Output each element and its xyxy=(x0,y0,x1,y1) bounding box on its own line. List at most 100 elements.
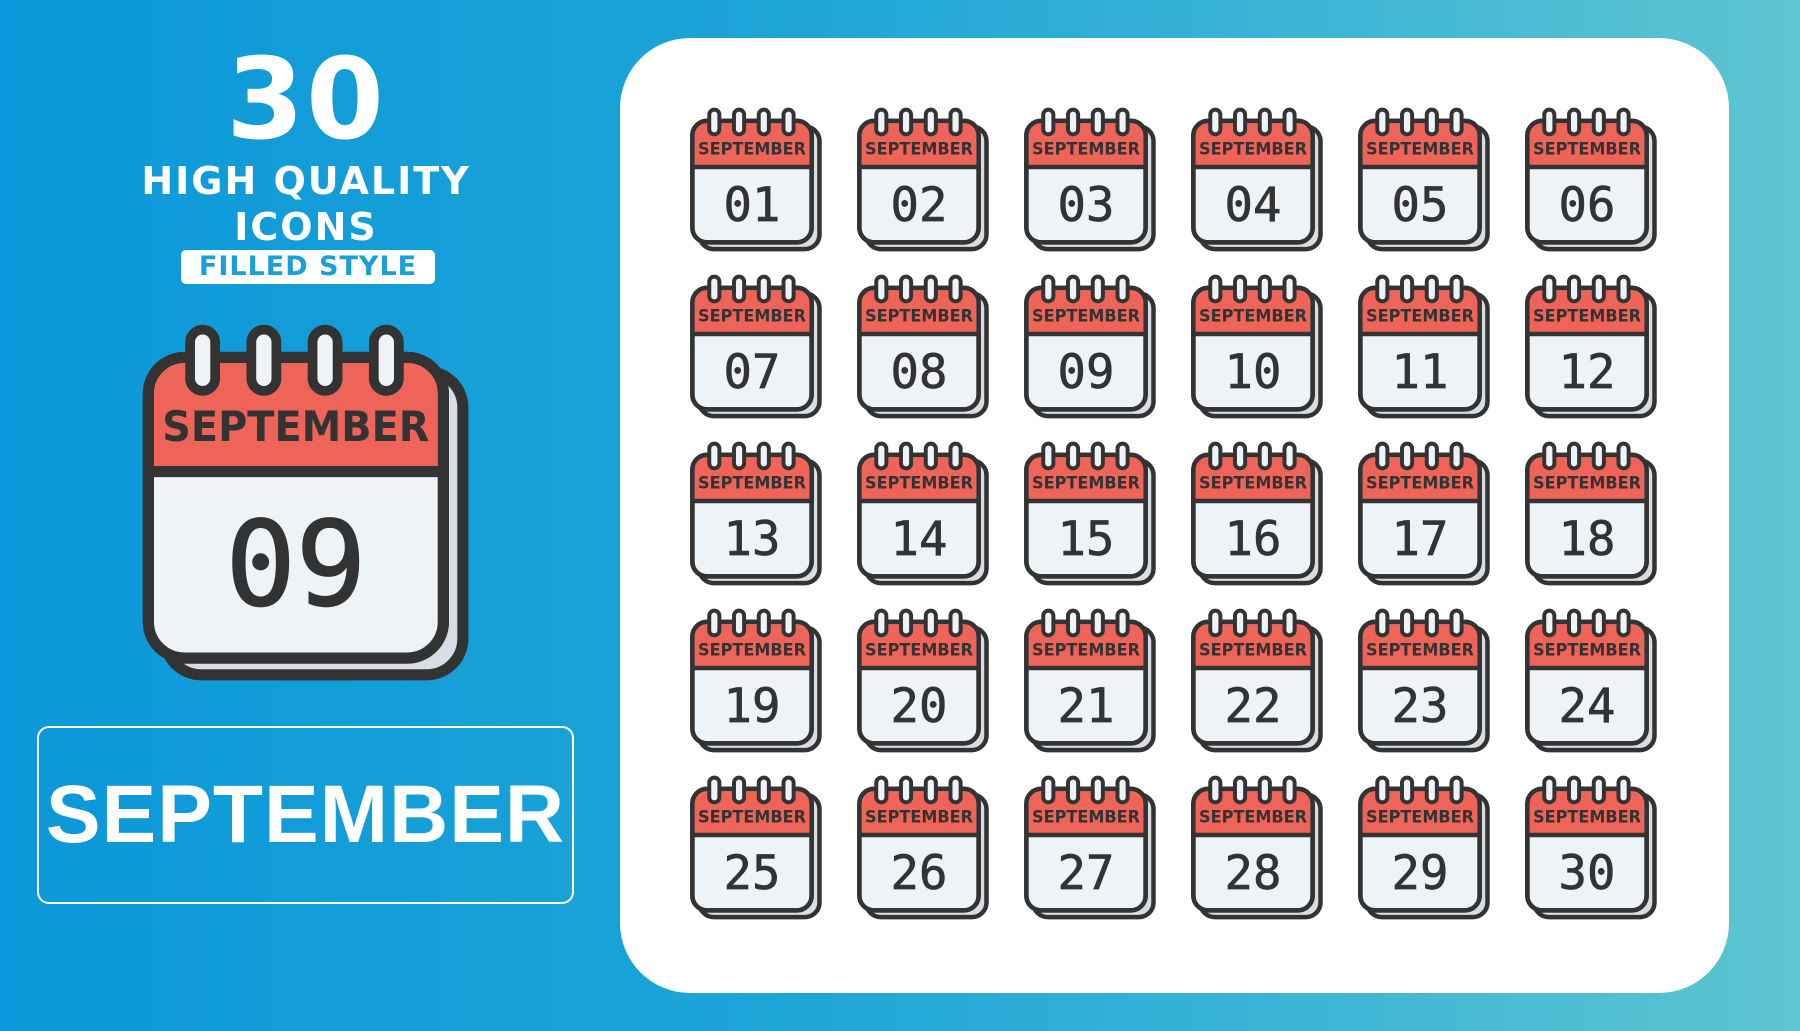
calendar-month: SEPTEMBER xyxy=(1032,306,1140,326)
header-band xyxy=(861,457,977,500)
binder-ring xyxy=(899,775,914,805)
calendar-icon-19[interactable]: SEPTEMBER 19 xyxy=(689,607,824,756)
calendar-icon-27[interactable]: SEPTEMBER 27 xyxy=(1023,774,1158,923)
binder-ring xyxy=(1449,441,1464,471)
calendar-month: SEPTEMBER xyxy=(1533,139,1641,159)
calendar-icon-06[interactable]: SEPTEMBER 06 xyxy=(1524,106,1659,255)
calendar-icon-15[interactable]: SEPTEMBER 15 xyxy=(1023,440,1158,589)
binder-ring xyxy=(707,775,722,805)
calendar-icon-13[interactable]: SEPTEMBER 13 xyxy=(689,440,824,589)
binder-ring xyxy=(1449,775,1464,805)
binder-ring xyxy=(1090,274,1105,304)
binder-ring xyxy=(1449,274,1464,304)
calendar-month: SEPTEMBER xyxy=(1366,640,1474,660)
calendar-month: SEPTEMBER xyxy=(1199,807,1307,827)
calendar-icon-17[interactable]: SEPTEMBER 17 xyxy=(1357,440,1492,589)
calendar-icon-20[interactable]: SEPTEMBER 20 xyxy=(856,607,991,756)
binder-ring xyxy=(1424,107,1439,137)
binder-ring xyxy=(1233,274,1248,304)
header-band xyxy=(1362,123,1478,166)
binder-ring xyxy=(1542,274,1557,304)
binder-ring xyxy=(1424,608,1439,638)
calendar-icon: SEPTEMBER 29 xyxy=(1358,775,1490,920)
binder-ring xyxy=(1567,441,1582,471)
binder-ring xyxy=(1257,608,1272,638)
binder-ring xyxy=(1257,274,1272,304)
calendar-icon-22[interactable]: SEPTEMBER 22 xyxy=(1190,607,1325,756)
calendar-icon-07[interactable]: SEPTEMBER 07 xyxy=(689,273,824,422)
calendar-day: 21 xyxy=(1058,679,1115,734)
binder-ring xyxy=(1616,274,1631,304)
calendar-day: 14 xyxy=(891,512,948,567)
calendar-icon-01[interactable]: SEPTEMBER 01 xyxy=(689,106,824,255)
binder-ring xyxy=(1115,274,1130,304)
calendar-icon-09[interactable]: SEPTEMBER 09 xyxy=(1023,273,1158,422)
calendar-icon-10[interactable]: SEPTEMBER 10 xyxy=(1190,273,1325,422)
calendar-icon-21[interactable]: SEPTEMBER 21 xyxy=(1023,607,1158,756)
calendar-icon-24[interactable]: SEPTEMBER 24 xyxy=(1524,607,1659,756)
calendar-day: 22 xyxy=(1225,679,1282,734)
calendar-icon: SEPTEMBER 15 xyxy=(1024,441,1156,586)
binder-ring xyxy=(1616,608,1631,638)
calendar-month: SEPTEMBER xyxy=(1533,473,1641,493)
binder-ring xyxy=(707,107,722,137)
header-band xyxy=(1195,624,1311,667)
calendar-icon: SEPTEMBER 14 xyxy=(857,441,989,586)
calendar-day: 06 xyxy=(1559,178,1616,233)
binder-ring xyxy=(1066,107,1081,137)
calendar-icon-29[interactable]: SEPTEMBER 29 xyxy=(1357,774,1492,923)
binder-ring xyxy=(874,107,889,137)
calendar-icon-03[interactable]: SEPTEMBER 03 xyxy=(1023,106,1158,255)
calendar-icon: SEPTEMBER 17 xyxy=(1358,441,1490,586)
binder-ring xyxy=(1233,775,1248,805)
calendar-icon: SEPTEMBER 30 xyxy=(1525,775,1657,920)
binder-ring xyxy=(874,775,889,805)
binder-ring xyxy=(1400,274,1415,304)
calendar-icon-25[interactable]: SEPTEMBER 25 xyxy=(689,774,824,923)
icon-count: 30 xyxy=(226,35,386,165)
binder-ring xyxy=(923,107,938,137)
calendar-icon: SEPTEMBER 20 xyxy=(857,608,989,753)
binder-ring xyxy=(1400,107,1415,137)
calendar-day: 24 xyxy=(1559,679,1616,734)
binder-ring xyxy=(1591,775,1606,805)
binder-ring xyxy=(1208,274,1223,304)
calendar-icon-12[interactable]: SEPTEMBER 12 xyxy=(1524,273,1659,422)
header-band xyxy=(1362,624,1478,667)
subtitle: HIGH QUALITY ICONS xyxy=(56,158,556,250)
calendar-day: 16 xyxy=(1225,512,1282,567)
calendar-icon-30[interactable]: SEPTEMBER 30 xyxy=(1524,774,1659,923)
header-band xyxy=(1028,624,1144,667)
binder-ring xyxy=(923,441,938,471)
header-band xyxy=(1529,624,1645,667)
binder-ring xyxy=(732,441,747,471)
calendar-icon: SEPTEMBER 03 xyxy=(1024,107,1156,252)
binder-ring xyxy=(732,274,747,304)
calendar-day: 27 xyxy=(1058,846,1115,901)
binder-ring xyxy=(185,324,221,396)
calendar-icon-26[interactable]: SEPTEMBER 26 xyxy=(856,774,991,923)
calendar-icon-28[interactable]: SEPTEMBER 28 xyxy=(1190,774,1325,923)
calendar-icon-16[interactable]: SEPTEMBER 16 xyxy=(1190,440,1325,589)
calendar-icon-02[interactable]: SEPTEMBER 02 xyxy=(856,106,991,255)
binder-ring xyxy=(732,775,747,805)
calendar-icon-11[interactable]: SEPTEMBER 11 xyxy=(1357,273,1492,422)
calendar-icon: SEPTEMBER 18 xyxy=(1525,441,1657,586)
header-band xyxy=(1195,290,1311,333)
binder-ring xyxy=(1375,608,1390,638)
calendar-icon-05[interactable]: SEPTEMBER 05 xyxy=(1357,106,1492,255)
calendar-icon-14[interactable]: SEPTEMBER 14 xyxy=(856,440,991,589)
calendar-day: 11 xyxy=(1392,345,1449,400)
calendar-day: 03 xyxy=(1058,178,1115,233)
calendar-icon-18[interactable]: SEPTEMBER 18 xyxy=(1524,440,1659,589)
binder-ring xyxy=(1090,107,1105,137)
calendar-icon-04[interactable]: SEPTEMBER 04 xyxy=(1190,106,1325,255)
calendar-icon-08[interactable]: SEPTEMBER 08 xyxy=(856,273,991,422)
binder-ring xyxy=(1233,608,1248,638)
calendar-month: SEPTEMBER xyxy=(1366,473,1474,493)
binder-ring xyxy=(1375,274,1390,304)
calendar-month: SEPTEMBER xyxy=(865,807,973,827)
calendar-hero-icon: SEPTEMBER 09 xyxy=(142,324,469,681)
calendar-icon-23[interactable]: SEPTEMBER 23 xyxy=(1357,607,1492,756)
binder-ring xyxy=(1066,441,1081,471)
